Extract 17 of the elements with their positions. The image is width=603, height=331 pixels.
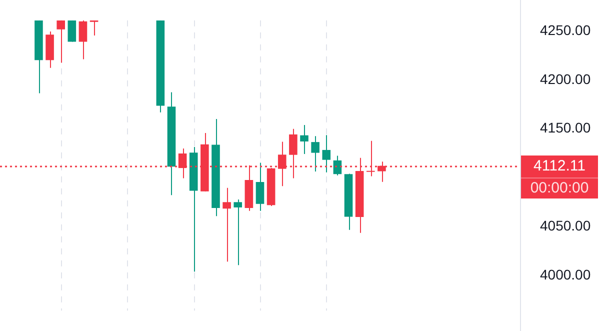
ref-line-label: 4112.11 xyxy=(534,158,586,175)
candlestick xyxy=(322,134,331,173)
candlestick xyxy=(256,162,264,212)
candlestick xyxy=(300,124,308,154)
y-tick-label: 4050.00 xyxy=(540,217,591,234)
candlestick xyxy=(234,199,242,266)
y-tick-label: 4000.00 xyxy=(540,266,591,282)
y-tick-label: 4150.00 xyxy=(540,120,591,136)
y-tick-label: 4250.00 xyxy=(540,22,591,38)
candlestick xyxy=(333,155,342,176)
candlestick xyxy=(78,20,88,60)
text: 00:00:00 xyxy=(530,180,589,197)
candlestick xyxy=(56,20,65,64)
candlestick xyxy=(90,20,98,36)
y-tick-label: 4200.00 xyxy=(540,70,591,87)
candlestick xyxy=(222,187,231,262)
candlestick xyxy=(311,136,320,172)
